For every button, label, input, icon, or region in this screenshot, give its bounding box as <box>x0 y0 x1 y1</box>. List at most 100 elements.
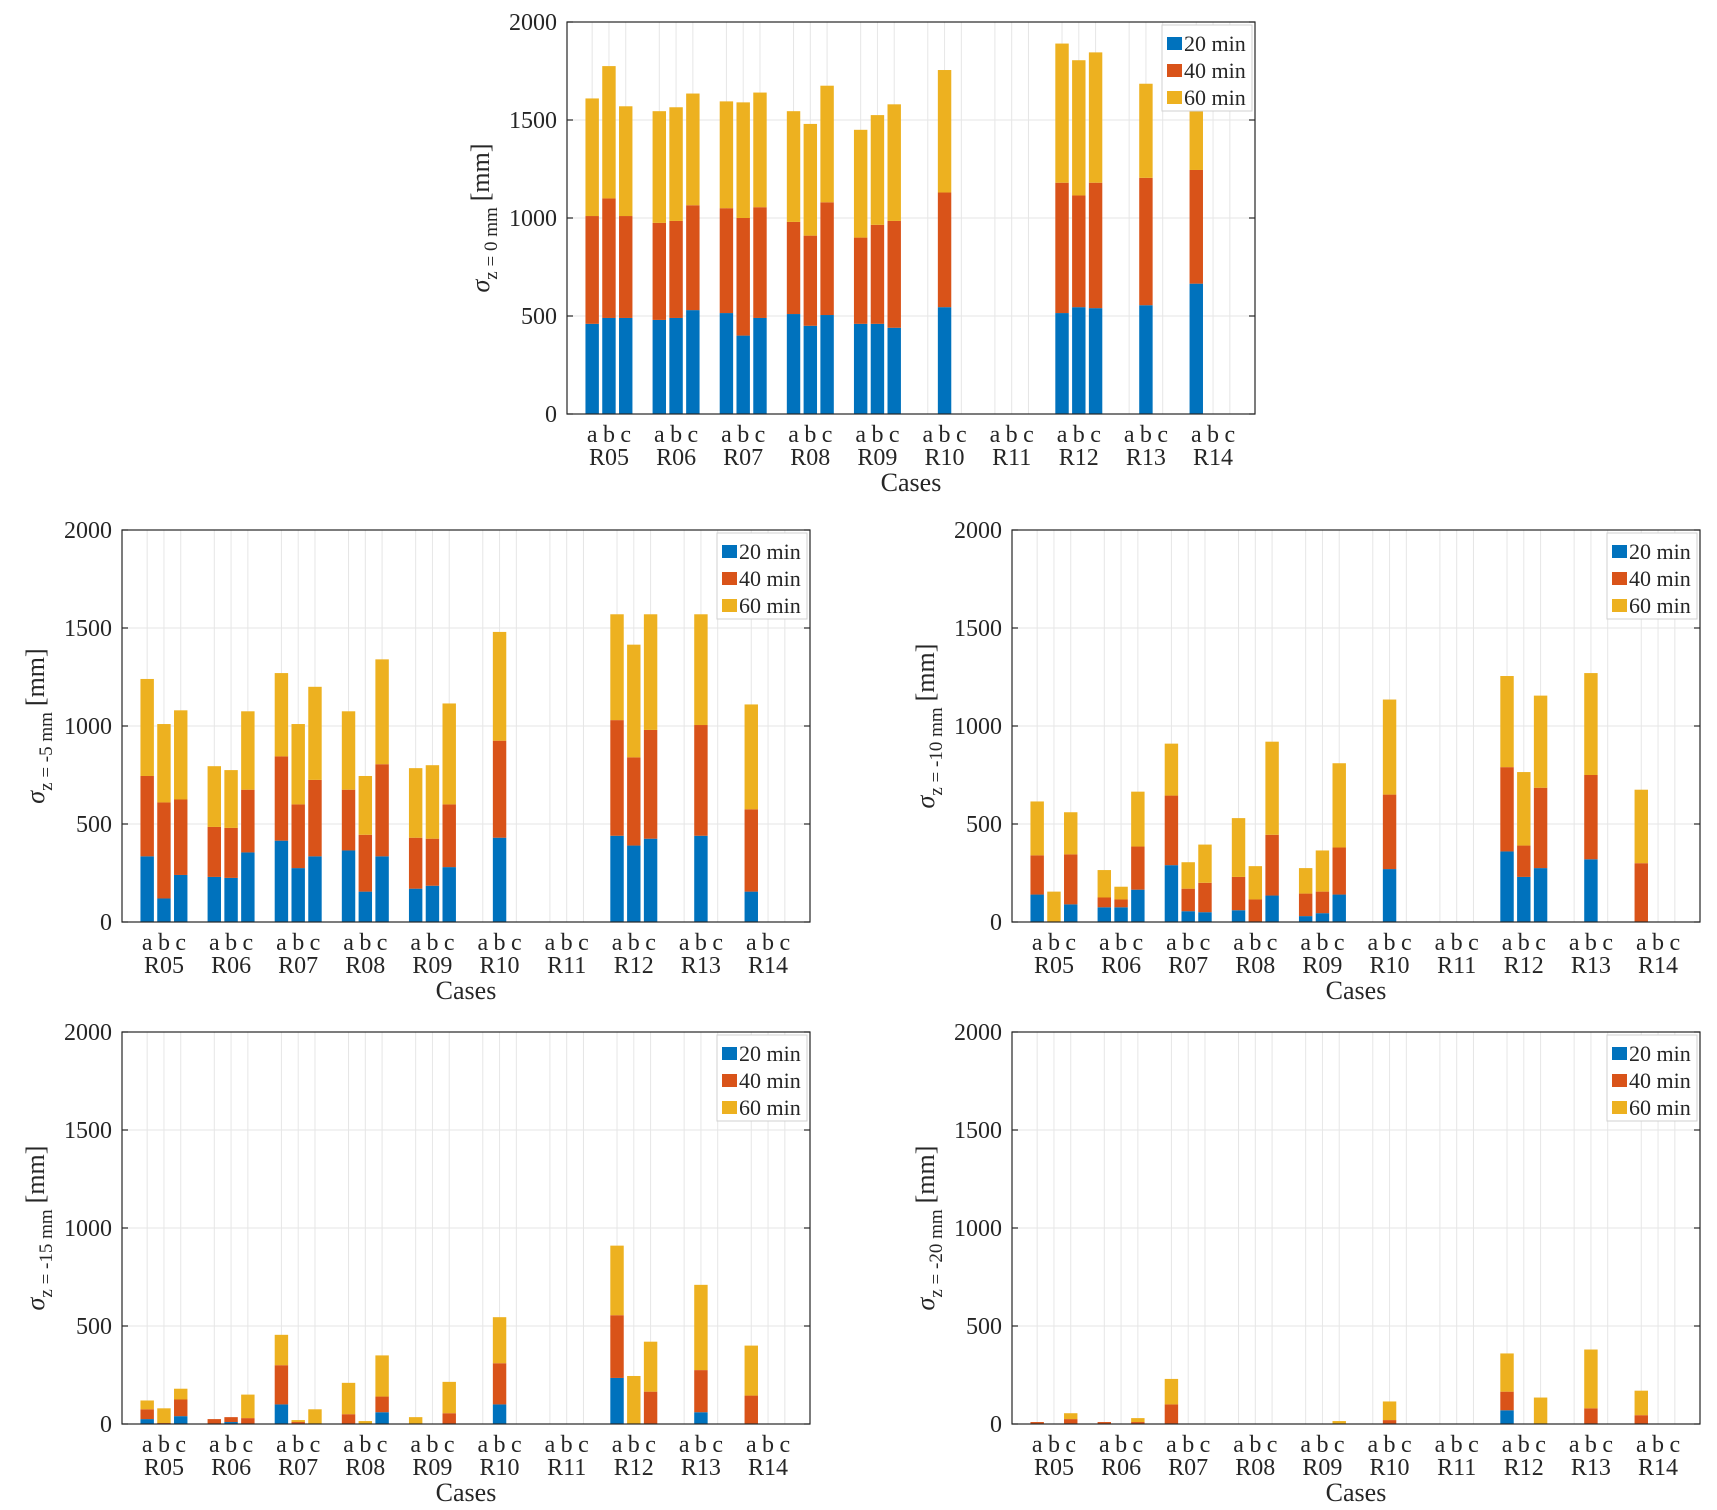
x-subcategory-label: a <box>679 1432 690 1458</box>
bar-z15-R10-b-60min <box>492 1317 507 1364</box>
y-tick-label: 500 <box>966 812 1002 838</box>
bar-z5-R05-c-40min <box>174 799 188 875</box>
x-group-label: R14 <box>748 953 788 979</box>
bar-z10-R13-b-20min <box>1584 859 1598 922</box>
x-subcategory-label: a <box>1057 422 1068 448</box>
x-subcategory-label: a <box>1166 930 1177 956</box>
y-tick-label: 500 <box>76 812 112 838</box>
x-subcategory-label: b <box>1585 930 1597 956</box>
legend-swatch-40min <box>722 572 737 585</box>
x-subcategory-label: a <box>1569 930 1580 956</box>
bar-z5-R06-c-60min <box>241 711 255 790</box>
bar-z5-R13-b-40min <box>694 725 708 836</box>
x-subcategory-label: b <box>1316 1432 1328 1458</box>
x-group-label: R12 <box>1504 953 1544 979</box>
y-tick-label: 2000 <box>954 518 1002 544</box>
x-subcategory-label: b <box>939 422 951 448</box>
bar-z10-R08-c-40min <box>1265 834 1279 896</box>
legend-label: 20 min <box>1629 1041 1691 1066</box>
bar-z10-R07-c-20min <box>1198 912 1212 922</box>
bar-z10-R06-a-20min <box>1097 907 1112 922</box>
bar-z15-R07-b-40min <box>291 1422 305 1424</box>
x-subcategory-label: b <box>1140 422 1152 448</box>
bar-z0-R09-b-40min <box>870 224 885 324</box>
bar-z5-R05-b-20min <box>157 898 171 922</box>
x-subcategory-label: c <box>1200 1432 1211 1458</box>
bar-z0-R09-a-40min <box>853 237 868 324</box>
bar-z5-R07-a-20min <box>274 840 289 922</box>
bar-z0-R05-b-40min <box>602 198 616 318</box>
y-tick-label: 2000 <box>64 518 112 544</box>
y-tick-label: 0 <box>990 1412 1002 1438</box>
bar-z15-R05-a-20min <box>140 1419 154 1424</box>
y-axis-title: σz = -10 mm [mm] <box>911 644 947 809</box>
x-subcategory-label: a <box>276 930 287 956</box>
x-group-label: R13 <box>681 953 721 979</box>
legend-label: 60 min <box>739 593 801 618</box>
x-group-label: R10 <box>480 953 520 979</box>
x-subcategory-label: a <box>343 1432 354 1458</box>
x-group-label: R08 <box>790 445 830 471</box>
bar-z10-R07-b-60min <box>1181 862 1195 889</box>
x-subcategory-label: b <box>158 1432 170 1458</box>
bar-z5-R09-b-20min <box>425 885 440 922</box>
x-subcategory-label: c <box>1133 930 1144 956</box>
bar-z20-R10-b-60min <box>1382 1401 1397 1421</box>
bar-z5-R06-a-40min <box>207 826 222 877</box>
x-group-label: R14 <box>1193 445 1233 471</box>
bar-z0-R12-b-20min <box>1072 307 1086 414</box>
bar-z0-R07-a-40min <box>719 208 734 314</box>
x-subcategory-label: c <box>780 930 791 956</box>
x-subcategory-label: b <box>628 1432 640 1458</box>
x-subcategory-label: b <box>158 930 170 956</box>
legend-swatch-60min <box>1167 91 1182 104</box>
bar-z0-R09-b-60min <box>870 115 885 225</box>
bar-z5-R09-c-60min <box>442 703 456 805</box>
x-subcategory-label: a <box>1636 1432 1647 1458</box>
bar-z10-R05-a-40min <box>1030 855 1044 895</box>
x-subcategory-label: a <box>477 930 488 956</box>
y-axis-title: σz = -20 mm [mm] <box>911 1146 947 1311</box>
bar-z0-R09-c-40min <box>887 220 901 328</box>
x-subcategory-label: a <box>855 422 866 448</box>
x-subcategory-label: c <box>444 930 455 956</box>
bar-z10-R08-a-60min <box>1231 818 1246 877</box>
bar-z15-R12-c-40min <box>643 1391 658 1424</box>
bar-z10-R06-c-40min <box>1131 846 1145 890</box>
x-subcategory-label: b <box>359 1432 371 1458</box>
x-subcategory-label: c <box>444 1432 455 1458</box>
x-subcategory-label: a <box>990 422 1001 448</box>
bar-z20-R14-a-40min <box>1634 1415 1648 1424</box>
x-subcategory-label: a <box>1300 1432 1311 1458</box>
x-subcategory-label: c <box>1200 930 1211 956</box>
x-group-label: R10 <box>1370 1455 1410 1481</box>
y-tick-label: 0 <box>100 910 112 936</box>
x-subcategory-label: c <box>1670 1432 1681 1458</box>
bar-z5-R06-c-40min <box>241 789 255 853</box>
bar-z15-R05-a-40min <box>140 1409 154 1420</box>
x-subcategory-label: b <box>561 930 573 956</box>
bar-z10-R13-b-60min <box>1584 673 1598 775</box>
bar-z20-R07-a-60min <box>1164 1378 1179 1405</box>
bar-z0-R06-b-20min <box>669 317 683 414</box>
bar-z0-R05-b-20min <box>602 317 616 414</box>
legend-label: 60 min <box>1629 1095 1691 1120</box>
bar-z5-R09-b-60min <box>425 765 440 839</box>
x-subcategory-label: b <box>1652 930 1664 956</box>
bar-z10-R09-b-40min <box>1315 891 1330 914</box>
bar-z5-R12-a-20min <box>610 835 624 922</box>
bar-z0-R07-b-60min <box>736 102 750 218</box>
bar-z5-R08-c-20min <box>375 856 389 922</box>
x-subcategory-label: c <box>645 930 656 956</box>
x-subcategory-label: c <box>377 930 388 956</box>
bar-z15-R06-b-40min <box>224 1417 238 1423</box>
x-subcategory-label: a <box>746 1432 757 1458</box>
x-subcategory-label: a <box>1367 930 1378 956</box>
bar-z20-R06-a-40min <box>1097 1422 1112 1424</box>
x-subcategory-label: a <box>587 422 598 448</box>
y-tick-label: 1500 <box>954 1118 1002 1144</box>
x-subcategory-label: b <box>494 1432 506 1458</box>
